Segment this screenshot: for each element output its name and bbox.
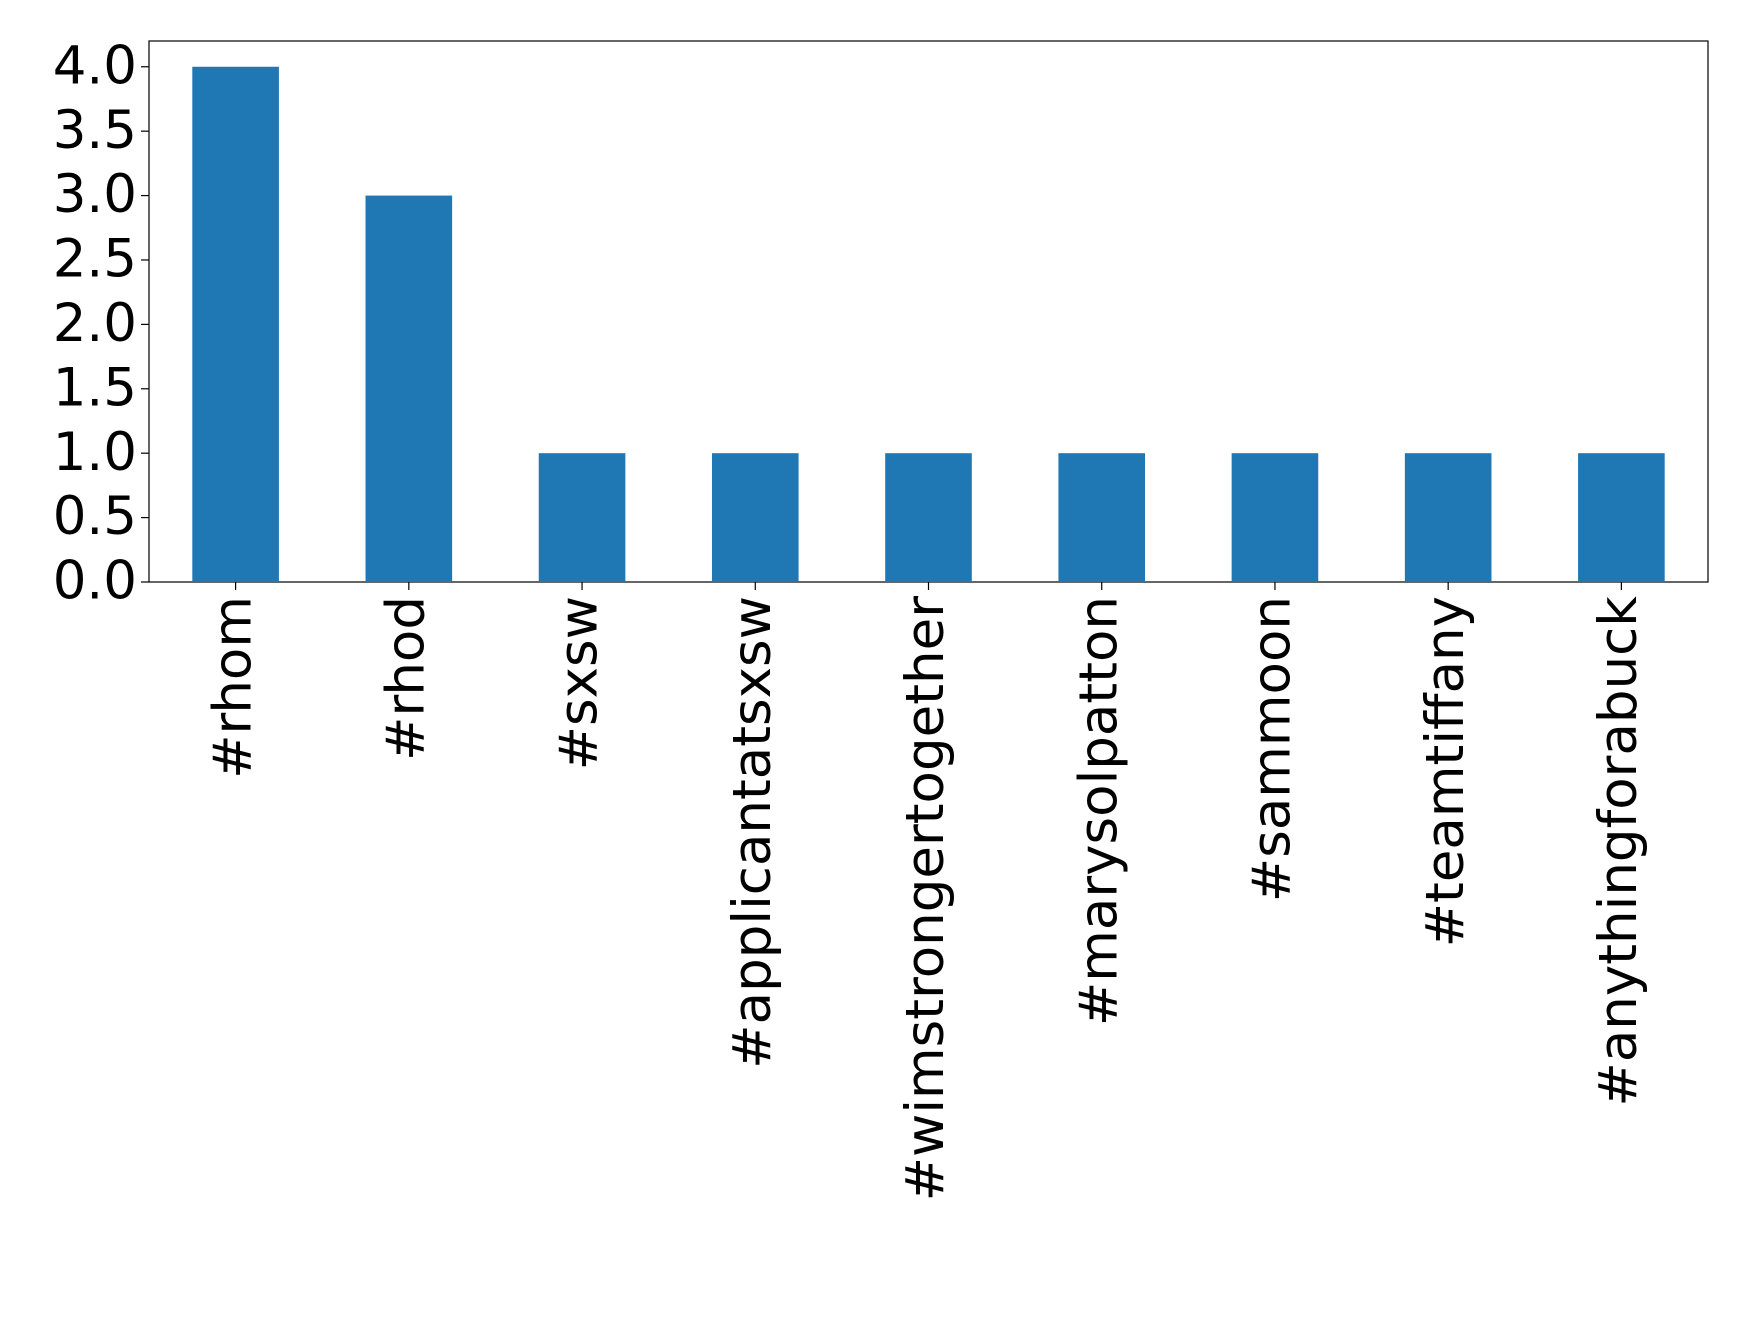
y-tick-label: 2.0: [53, 293, 137, 354]
y-tick-label: 4.0: [53, 35, 137, 96]
y-tick-label: 3.0: [53, 164, 137, 225]
x-tick-label: #sammoon: [1242, 596, 1303, 902]
y-tick-label: 2.5: [53, 229, 137, 290]
y-tick-label: 1.0: [53, 422, 137, 483]
y-tick-label: 3.5: [53, 100, 137, 161]
x-tick-label: #rhod: [375, 596, 436, 761]
bar: [192, 66, 279, 582]
x-tick-label: #rhom: [202, 596, 263, 779]
x-tick-label: #anythingforabuck: [1588, 596, 1649, 1107]
bar: [1404, 453, 1492, 582]
x-tick-label: #applicantatsxsw: [722, 596, 783, 1069]
bar: [1578, 453, 1665, 582]
x-tick-label: #wimstrongertogether: [895, 596, 956, 1202]
bar: [711, 453, 799, 582]
y-tick-label: 0.5: [53, 486, 137, 547]
bar: [885, 453, 972, 582]
bar: [1058, 453, 1146, 582]
x-tick-label: #sxsw: [549, 596, 610, 770]
y-tick-label: 0.0: [53, 551, 137, 612]
x-tick-label: #teamtiffany: [1415, 596, 1476, 947]
x-tick-label: #marysolpatton: [1068, 596, 1129, 1026]
y-tick-label: 1.5: [53, 357, 137, 418]
bar: [1231, 453, 1319, 582]
bar: [365, 195, 453, 583]
bar: [538, 453, 626, 582]
